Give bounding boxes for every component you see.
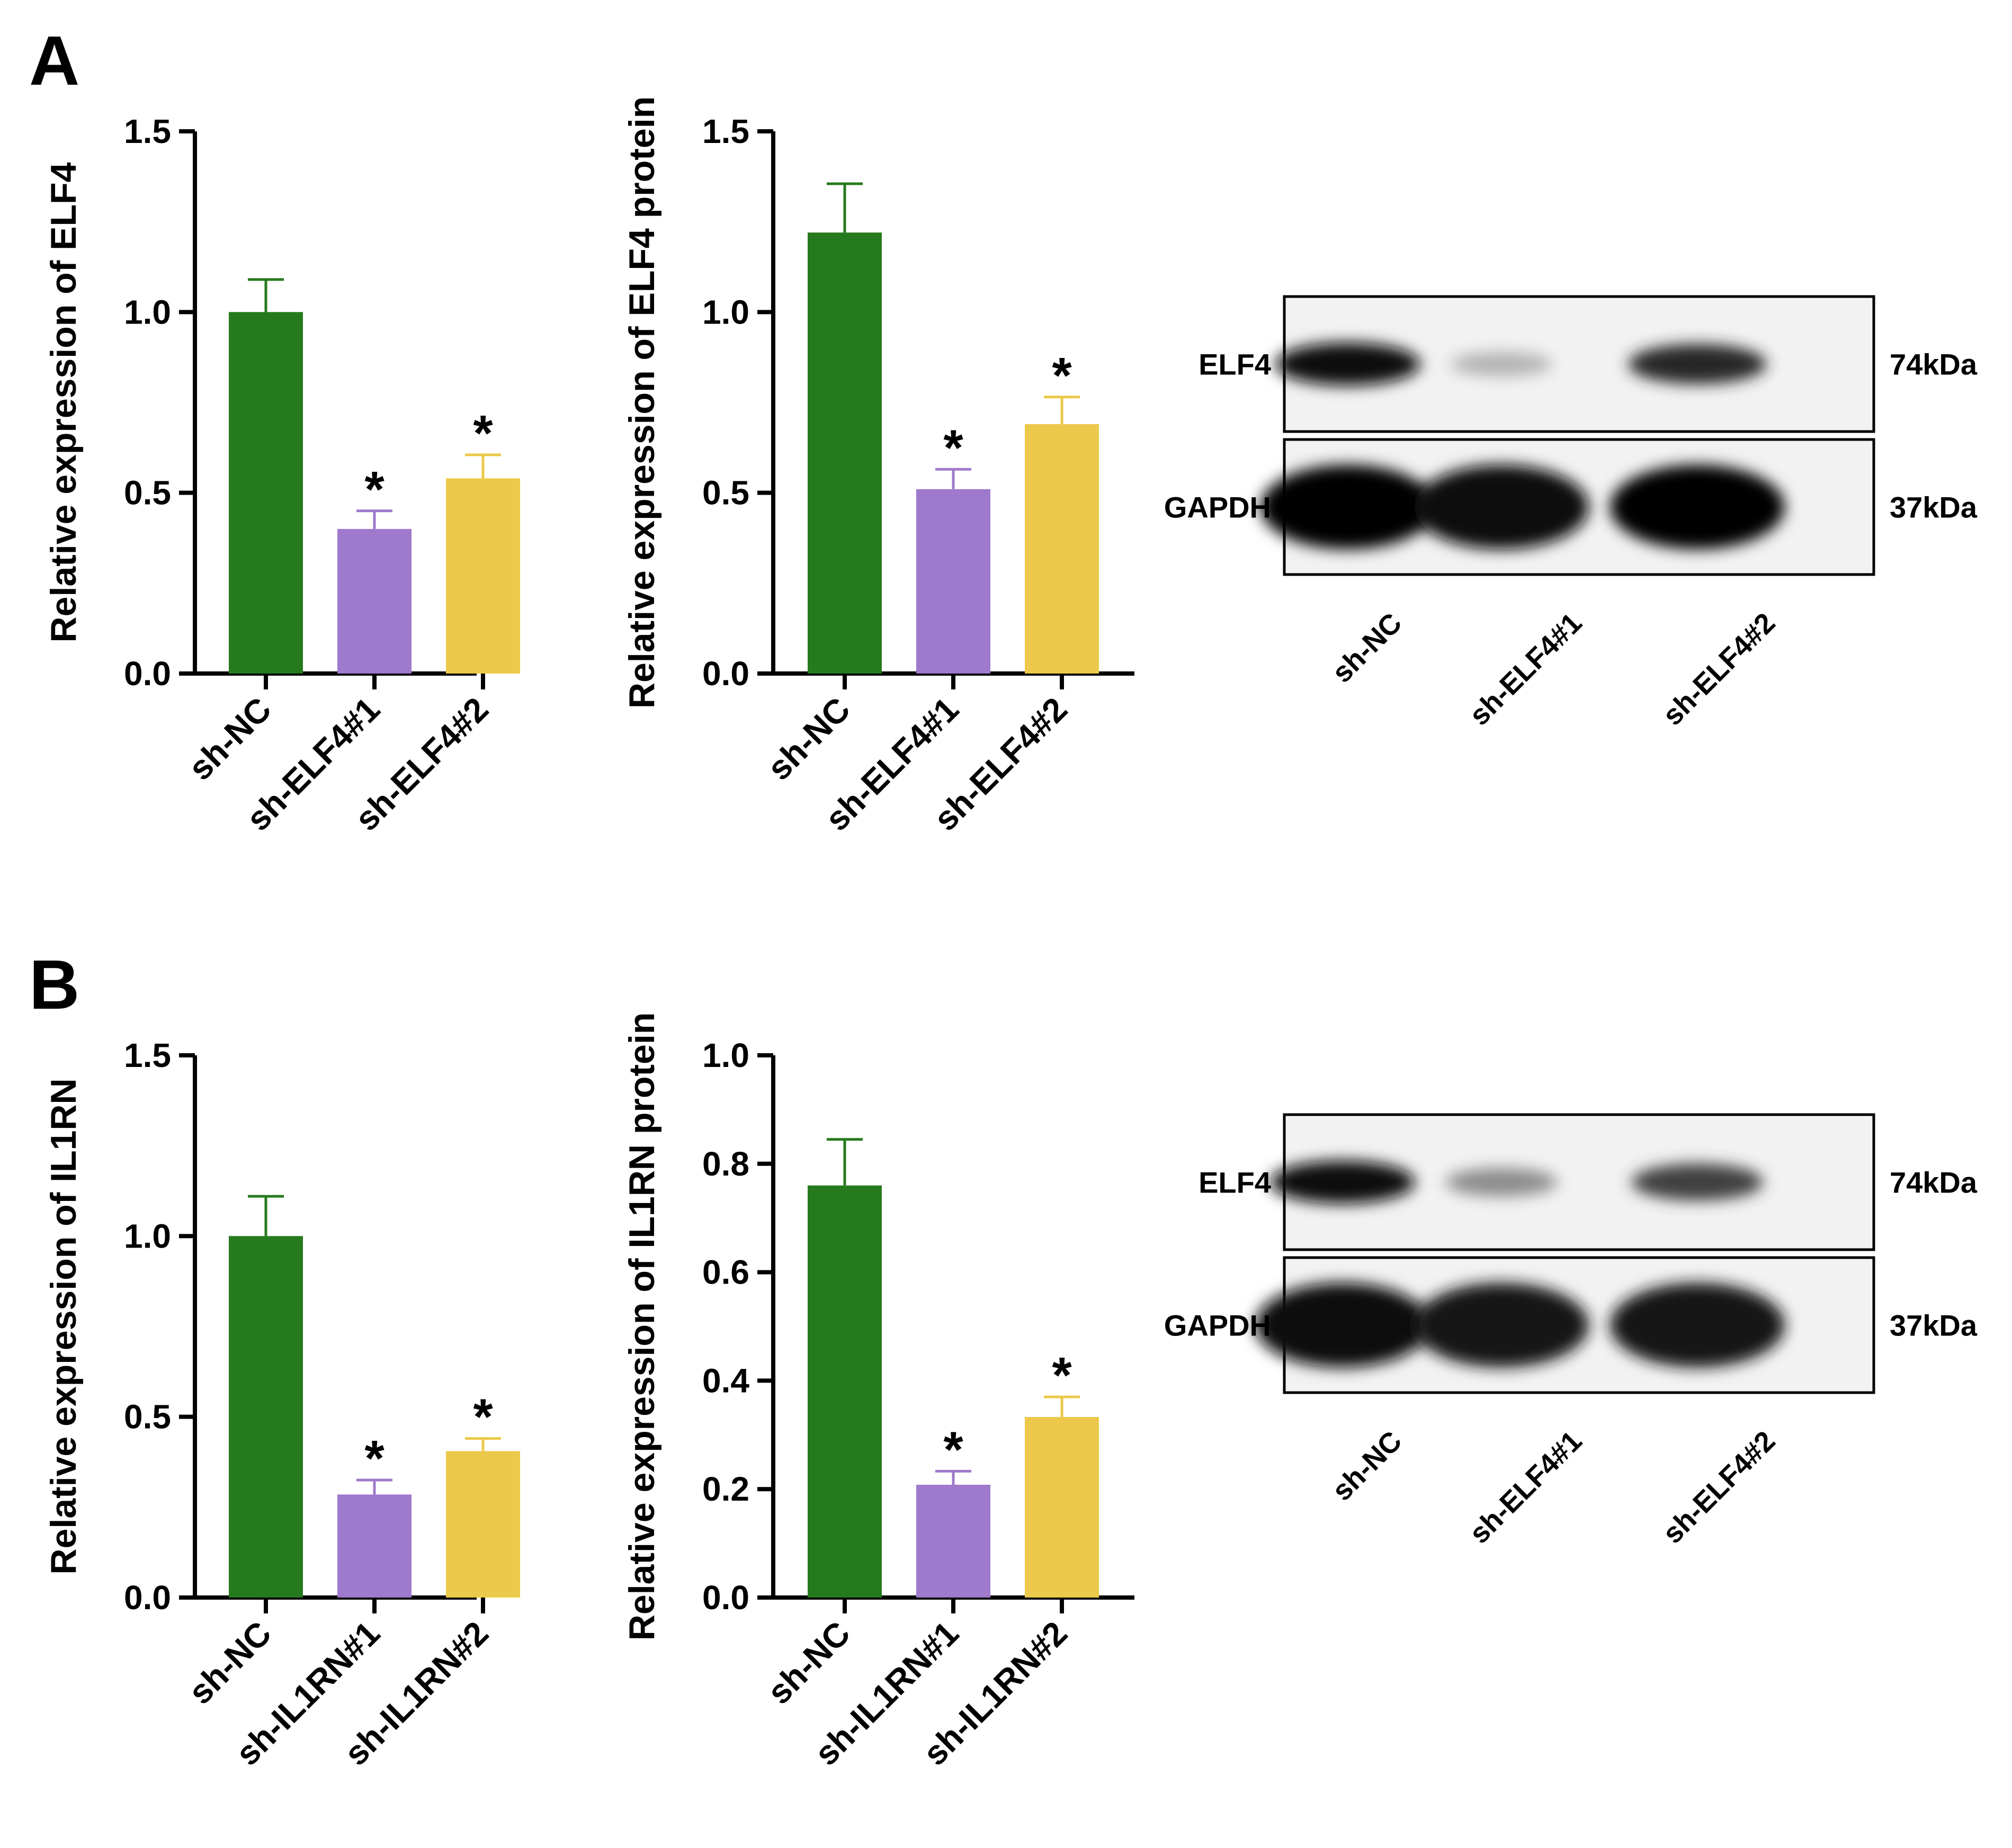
y-tick-label: 0.0: [124, 1578, 171, 1617]
significance-star: *: [1052, 1347, 1072, 1404]
bar-3: [1025, 1417, 1099, 1598]
blot-lane-label: sh-NC: [1326, 607, 1408, 689]
y-axis-title: Relative expression of ELF4 protein: [622, 96, 662, 708]
y-tick-label: 1.5: [124, 112, 171, 150]
x-category-label: sh-NC: [760, 1614, 857, 1711]
significance-star: *: [473, 405, 493, 462]
blot-size-label: 74kDa: [1890, 348, 1978, 381]
x-category-label: sh-NC: [760, 690, 857, 787]
significance-star: *: [943, 1421, 963, 1478]
blot-protein-label: GAPDH: [1164, 1309, 1271, 1342]
y-axis-title: Relative expression of IL1RN: [43, 1078, 84, 1574]
y-tick-label: 1.0: [124, 293, 171, 331]
blot-band: [1631, 1163, 1764, 1201]
y-tick-label: 0.5: [124, 1398, 171, 1436]
y-axis-title: Relative expression of IL1RN protein: [622, 1012, 662, 1641]
bar-2: [916, 489, 990, 674]
blot-band: [1610, 464, 1785, 550]
y-tick-label: 0.4: [702, 1361, 749, 1400]
blot-size-label: 37kDa: [1890, 491, 1978, 524]
y-tick-label: 1.0: [702, 293, 749, 331]
y-axis-title: Relative expression of ELF4: [43, 162, 84, 642]
bar-3: [446, 1451, 520, 1598]
y-tick-label: 1.0: [124, 1217, 171, 1255]
blot-protein-label: ELF4: [1199, 1166, 1271, 1199]
blot-size-label: 74kDa: [1890, 1166, 1978, 1199]
blot-size-label: 37kDa: [1890, 1309, 1978, 1342]
significance-star: *: [1052, 347, 1072, 404]
y-tick-label: 1.0: [702, 1036, 749, 1074]
y-tick-label: 0.5: [124, 474, 171, 512]
blot-lane-label: sh-NC: [1326, 1425, 1408, 1507]
significance-star: *: [943, 419, 963, 476]
y-tick-label: 0.0: [124, 654, 171, 693]
bar-1: [229, 1236, 303, 1598]
y-tick-label: 0.2: [702, 1470, 749, 1508]
panel-label-a: A: [29, 22, 79, 100]
x-category-label: sh-NC: [181, 690, 279, 787]
bar-2: [337, 1494, 412, 1598]
significance-star: *: [364, 461, 384, 518]
y-tick-label: 0.5: [702, 474, 749, 512]
y-tick-label: 0.6: [702, 1253, 749, 1291]
blot-band: [1628, 344, 1767, 384]
bar-1: [229, 312, 303, 674]
x-category-label: sh-NC: [181, 1614, 279, 1711]
blot-band: [1610, 1282, 1785, 1368]
chart-elf4-mrna: 0.0 0.5 1.0 1.5 Relative expression of ELF4 s…: [43, 112, 520, 838]
bar-2: [916, 1485, 990, 1598]
blot-lane-label: sh-ELF4#1: [1463, 607, 1588, 732]
blot-band: [1445, 1168, 1558, 1197]
bar-1: [808, 1185, 882, 1598]
significance-star: *: [473, 1389, 493, 1446]
blot-protein-label: GAPDH: [1164, 491, 1271, 524]
blot-band: [1260, 464, 1435, 550]
y-tick-label: 1.5: [124, 1036, 171, 1074]
bar-3: [446, 478, 520, 674]
blot-lane-label: sh-ELF4#2: [1657, 1425, 1782, 1550]
chart-elf4-protein: 0.0 0.5 1.0 1.5 Relative expression of ELF4 …: [622, 96, 1134, 838]
y-tick-label: 0.8: [702, 1145, 749, 1183]
y-tick-label: 0.0: [702, 1578, 749, 1617]
chart-il1rn-protein: 0.0 0.2 0.4 0.6 0.8 1.0 Relative expression of…: [622, 1012, 1134, 1773]
significance-star: *: [364, 1430, 384, 1487]
blot-lane-label: sh-ELF4#1: [1463, 1425, 1588, 1550]
bar-3: [1025, 424, 1099, 674]
blot-band: [1275, 342, 1420, 386]
bar-1: [808, 232, 882, 674]
panel-label-b: B: [29, 946, 79, 1024]
chart-il1rn-mrna: 0.0 0.5 1.0 1.5 Relative expression of IL1RN…: [43, 1036, 520, 1773]
blot-band: [1270, 1160, 1415, 1204]
blot-lane-label: sh-ELF4#2: [1657, 607, 1782, 732]
blot-band: [1414, 464, 1589, 550]
blot-band: [1414, 1282, 1589, 1368]
blot-protein-label: ELF4: [1199, 348, 1271, 381]
blot-band: [1451, 352, 1552, 376]
y-tick-label: 0.0: [702, 654, 749, 693]
western-blot-a: ELF4 74kDa GAPDH 37kDa sh-NC sh-ELF4#1 sh-ELF4…: [1164, 295, 1978, 732]
y-tick-label: 1.5: [702, 112, 749, 150]
western-blot-b: ELF4 74kDa GAPDH 37kDa sh-NC sh-ELF4#1 sh-ELF4…: [1164, 1113, 1978, 1550]
blot-band: [1255, 1282, 1430, 1368]
bar-2: [337, 528, 412, 674]
